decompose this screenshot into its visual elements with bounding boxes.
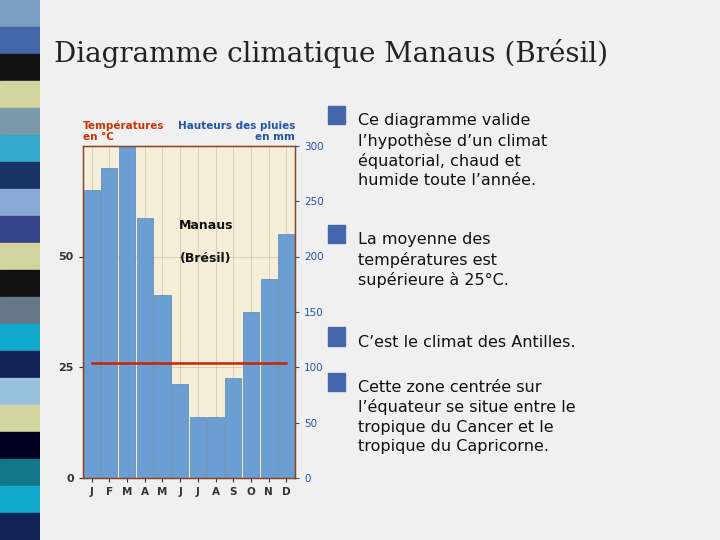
Bar xyxy=(0,81,40,108)
Text: C’est le climat des Antilles.: C’est le climat des Antilles. xyxy=(359,335,576,350)
Bar xyxy=(0,27,40,54)
Bar xyxy=(243,312,259,478)
Text: Diagramme climatique Manaus (Brésil): Diagramme climatique Manaus (Brésil) xyxy=(54,39,608,69)
Bar xyxy=(0,189,40,216)
Bar xyxy=(328,327,345,346)
Bar xyxy=(154,295,171,478)
Bar xyxy=(0,297,40,324)
Bar xyxy=(0,216,40,243)
Bar xyxy=(328,373,345,391)
Bar xyxy=(207,417,224,478)
Bar xyxy=(119,140,135,478)
Bar xyxy=(0,405,40,432)
Text: Températures
en °C: Températures en °C xyxy=(83,120,164,143)
Text: Manaus: Manaus xyxy=(179,219,233,232)
Bar xyxy=(0,54,40,81)
Bar xyxy=(0,135,40,162)
Bar xyxy=(225,378,241,478)
Bar xyxy=(0,243,40,270)
Bar xyxy=(278,234,294,478)
Bar xyxy=(0,162,40,189)
Text: La moyenne des
températures est
supérieure à 25°C.: La moyenne des températures est supérieu… xyxy=(359,232,509,288)
Text: Ce diagramme valide
l’hypothèse d’un climat
équatorial, chaud et
humide toute l’: Ce diagramme valide l’hypothèse d’un cli… xyxy=(359,113,548,188)
Bar xyxy=(189,417,206,478)
Bar xyxy=(0,0,40,27)
Bar xyxy=(0,378,40,405)
Bar xyxy=(0,459,40,486)
Bar xyxy=(0,513,40,540)
Bar xyxy=(0,432,40,459)
Bar xyxy=(328,106,345,124)
Text: Cette zone centrée sur
l’équateur se situe entre le
tropique du Cancer et le
tro: Cette zone centrée sur l’équateur se sit… xyxy=(359,380,576,454)
Bar xyxy=(0,324,40,351)
Bar xyxy=(0,270,40,297)
Text: (Brésil): (Brésil) xyxy=(180,252,232,265)
Bar xyxy=(137,218,153,478)
Bar xyxy=(102,168,117,478)
Bar xyxy=(0,351,40,378)
Bar xyxy=(328,225,345,243)
Bar xyxy=(84,190,100,478)
Bar xyxy=(172,384,189,478)
Bar xyxy=(0,108,40,135)
Bar xyxy=(0,486,40,513)
Bar xyxy=(261,279,276,478)
Text: Hauteurs des pluies
en mm: Hauteurs des pluies en mm xyxy=(178,121,295,143)
